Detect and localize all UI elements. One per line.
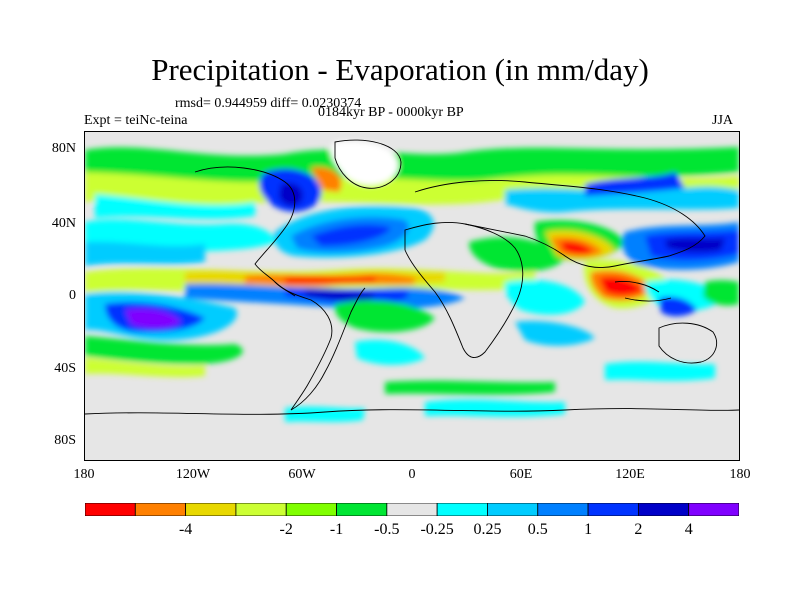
colorbar-label: 4: [684, 521, 693, 538]
lon-label-60w: 60W: [288, 467, 316, 482]
colorbar-label: 0.5: [527, 521, 548, 538]
colorbar-swatch: [336, 503, 388, 516]
colorbar-label: 0.25: [473, 521, 502, 538]
season-label: JJA: [712, 113, 734, 128]
colorbar-swatch: [134, 503, 187, 516]
lat-label-80s: 80S: [54, 433, 76, 448]
colorbar-swatch: [85, 503, 136, 516]
colorbar-label: -4: [178, 521, 193, 538]
colorbar-swatch: [185, 503, 237, 516]
plot-title: Precipitation - Evaporation (in mm/day): [151, 52, 649, 87]
lon-label-180e: 180: [729, 467, 751, 482]
lon-label-120w: 120W: [175, 467, 211, 482]
colorbar-swatch: [537, 503, 589, 516]
colorbar-swatch: [285, 503, 337, 516]
map-panel: [84, 131, 740, 461]
lat-label-80n: 80N: [51, 141, 76, 156]
colorbar-swatch: [688, 503, 739, 516]
colorbar-swatch: [436, 503, 488, 516]
colorbar-label: 2: [634, 521, 643, 538]
colorbar-label: -2: [279, 521, 293, 538]
colorbar: [85, 503, 739, 516]
lon-label-180w: 180: [73, 467, 95, 482]
experiment-label: Expt = teiNc-teina: [84, 113, 188, 128]
pe-anomaly-map: [85, 132, 739, 460]
lat-label-eq: 0: [69, 288, 76, 303]
colorbar-label: -1: [329, 521, 344, 538]
colorbar-label: -0.25: [420, 521, 454, 538]
lat-label-40s: 40S: [54, 361, 76, 376]
colorbar-swatch: [386, 503, 438, 516]
colorbar-swatch: [587, 503, 639, 516]
lat-label-40n: 40N: [51, 216, 76, 231]
colorbar-swatch: [487, 503, 539, 516]
lon-label-120e: 120E: [615, 467, 645, 482]
stats-label: rmsd= 0.944959 diff= 0.0230374: [175, 96, 362, 111]
period-label: 0184kyr BP - 0000kyr BP: [318, 105, 464, 120]
colorbar-label: -0.5: [374, 521, 400, 538]
anomaly-fields: [85, 141, 739, 422]
colorbar-swatch: [235, 503, 287, 516]
lon-label-0: 0: [408, 467, 416, 482]
colorbar-swatch: [637, 503, 690, 516]
lon-label-60e: 60E: [509, 467, 533, 482]
coastlines: [85, 139, 739, 415]
colorbar-label: 1: [584, 521, 593, 538]
